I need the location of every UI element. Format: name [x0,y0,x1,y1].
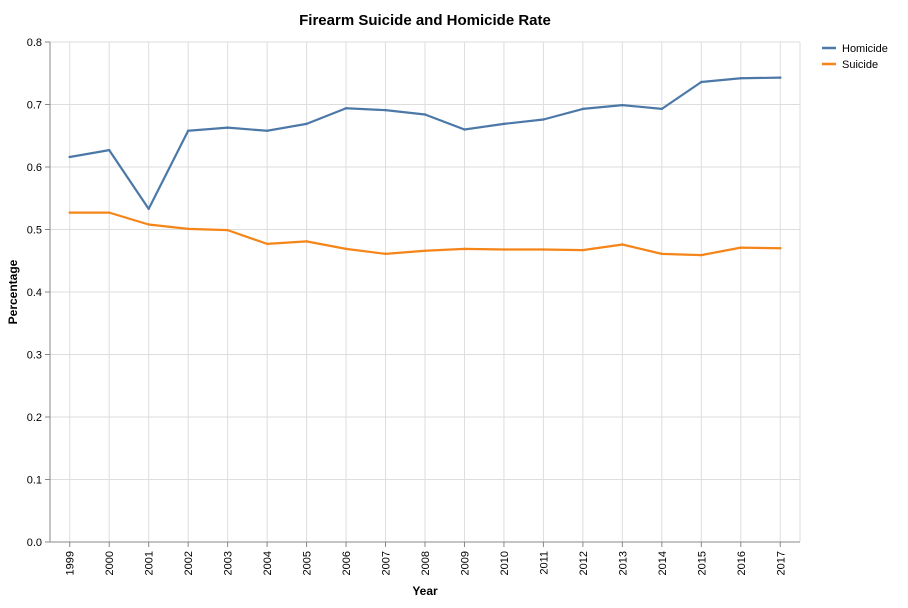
data-point-homicide [779,76,782,79]
data-point-suicide [621,243,624,246]
data-point-homicide [226,126,229,129]
x-tick-label: 2007 [381,551,393,575]
x-tick-label: 2002 [183,551,195,575]
x-tick-label: 2009 [459,551,471,575]
x-tick-label: 2006 [341,551,353,575]
legend-label-homicide: Homicide [842,43,888,55]
y-tick-label: 0.8 [27,37,42,49]
x-tick-label: 2014 [657,551,669,575]
y-tick-label: 0.1 [27,475,42,487]
data-point-homicide [305,122,308,126]
x-tick-label: 2000 [104,551,116,575]
data-point-homicide [502,122,506,126]
y-tick-label: 0.3 [27,350,42,362]
legend: Homicide Suicide [822,43,888,71]
chart-title: Firearm Suicide and Homicide Rate [299,12,551,29]
data-point-suicide [502,248,506,251]
data-point-suicide [423,249,427,252]
data-point-homicide [739,77,742,80]
x-tick-label: 2017 [775,551,787,575]
y-tick-label: 0.6 [27,162,42,174]
data-point-suicide [226,228,229,232]
data-point-suicide [265,242,269,246]
y-tick-label: 0.0 [27,537,42,549]
x-tick-label: 2001 [144,551,156,575]
x-tick-label: 2012 [578,551,590,575]
y-tick-label: 0.4 [27,287,42,299]
x-tick-label: 2008 [420,551,432,575]
data-point-homicide [68,155,71,159]
x-tick-label: 2011 [538,551,550,575]
y-tick-label: 0.2 [27,412,42,424]
x-tick-label: 2005 [302,551,314,575]
data-point-homicide [265,129,269,132]
data-point-suicide [660,252,664,256]
data-point-suicide [344,247,348,251]
data-point-suicide [779,247,782,250]
x-tick-label: 2016 [736,551,748,575]
data-point-homicide [384,108,387,112]
data-point-homicide [108,148,111,152]
y-tick-label: 0.5 [27,225,42,237]
data-point-homicide [621,103,624,107]
x-tick-label: 2015 [696,551,708,575]
data-point-homicide [463,128,466,131]
data-point-suicide [68,211,71,214]
data-point-suicide [186,227,190,231]
grid-lines [50,41,801,543]
data-point-homicide [186,129,190,132]
data-point-suicide [147,223,150,226]
x-tick-label: 2003 [223,551,235,575]
data-point-suicide [305,240,308,243]
data-point-homicide [344,107,348,110]
data-point-suicide [581,248,585,252]
data-point-homicide [423,113,427,116]
y-axis-title: Percentage [6,259,20,324]
data-point-homicide [147,207,150,211]
data-point-suicide [542,248,545,251]
x-tick-label: 2010 [499,551,511,575]
y-tick-label: 0.7 [27,100,42,112]
data-point-suicide [739,246,742,249]
data-point-homicide [660,107,664,111]
x-axis-title: Year [412,584,438,598]
data-point-homicide [581,107,585,111]
data-point-suicide [384,252,387,256]
x-tick-label: 2013 [617,551,629,575]
data-point-suicide [700,253,703,257]
x-tick-label: 2004 [262,551,274,575]
axes: 0.0 0.1 0.2 0.3 0.4 0.5 0.6 0.7 0.8 1999 2000 2001 2… [27,37,800,575]
data-point-homicide [700,80,703,84]
data-point-homicide [542,118,545,121]
series-lines [68,76,782,257]
data-point-suicide [108,211,111,214]
legend-label-suicide: Suicide [842,59,878,71]
data-point-suicide [463,247,466,251]
x-tick-label: 1999 [65,551,77,575]
